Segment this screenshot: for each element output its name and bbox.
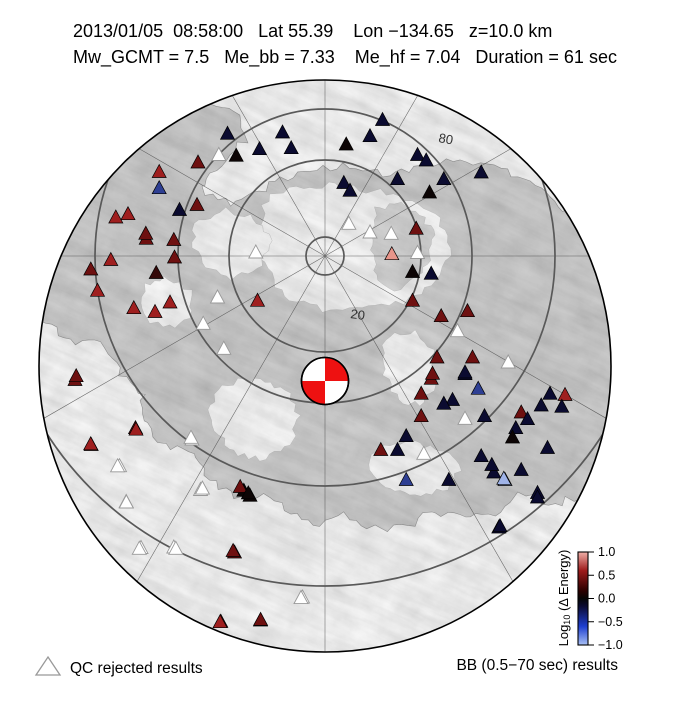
svg-text:−1.0: −1.0	[598, 638, 623, 652]
svg-text:−0.5: −0.5	[598, 615, 623, 629]
svg-text:80: 80	[437, 130, 454, 147]
svg-text:Log10 (Δ Energy): Log10 (Δ Energy)	[556, 550, 572, 647]
svg-text:BB (0.5−70 sec) results: BB (0.5−70 sec) results	[456, 657, 618, 674]
svg-text:1.0: 1.0	[598, 545, 615, 559]
svg-text:0.0: 0.0	[598, 592, 615, 606]
svg-text:20: 20	[350, 306, 366, 323]
svg-text:QC rejected results: QC rejected results	[70, 660, 203, 677]
svg-text:0.5: 0.5	[598, 568, 615, 582]
